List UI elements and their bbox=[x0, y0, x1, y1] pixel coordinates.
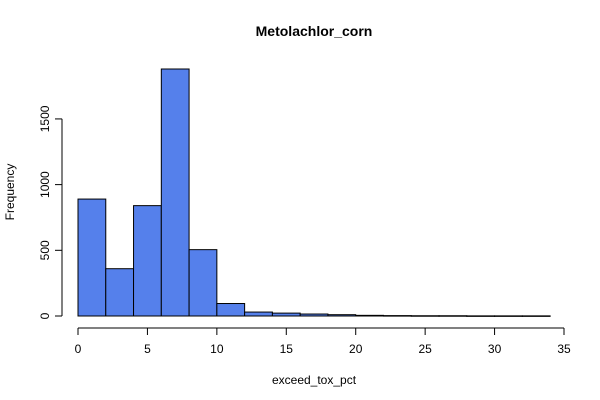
histogram-bar bbox=[382, 315, 412, 317]
histogram-bar bbox=[271, 312, 301, 317]
y-axis: 0 500 1000 1500 bbox=[38, 105, 63, 319]
bars-group bbox=[77, 68, 551, 317]
y-axis-label: Frequency bbox=[3, 164, 17, 221]
chart-title: Metolachlor_corn bbox=[256, 23, 373, 39]
histogram-bar bbox=[355, 314, 384, 317]
histogram-bar bbox=[216, 303, 246, 317]
histogram-bar bbox=[521, 315, 551, 317]
histogram-bar bbox=[438, 315, 468, 317]
x-tick-label: 30 bbox=[488, 342, 502, 356]
x-tick-label: 25 bbox=[418, 342, 432, 356]
histogram-bar bbox=[299, 313, 329, 317]
histogram-bar bbox=[188, 249, 218, 317]
x-tick-label: 20 bbox=[349, 342, 363, 356]
histogram-bar bbox=[105, 268, 135, 317]
x-tick-label: 10 bbox=[210, 342, 224, 356]
x-tick-label: 35 bbox=[557, 342, 571, 356]
x-tick-label: 0 bbox=[75, 342, 82, 356]
histogram-bar bbox=[133, 205, 162, 317]
y-tick-label: 500 bbox=[38, 240, 52, 260]
x-axis: 0 5 10 15 20 25 30 35 bbox=[75, 327, 571, 356]
y-tick-label: 1500 bbox=[38, 105, 52, 132]
y-tick-label: 0 bbox=[38, 312, 52, 319]
histogram-bar bbox=[466, 315, 496, 317]
x-axis-label: exceed_tox_pct bbox=[272, 373, 357, 387]
histogram-bar bbox=[327, 314, 357, 317]
histogram-bar bbox=[77, 198, 107, 317]
histogram-bar bbox=[160, 68, 190, 317]
histogram-bar bbox=[410, 315, 440, 317]
y-tick-label: 1000 bbox=[38, 171, 52, 198]
histogram-bar bbox=[244, 311, 273, 317]
histogram-bar bbox=[494, 315, 523, 317]
x-tick-label: 5 bbox=[144, 342, 151, 356]
x-tick-label: 15 bbox=[280, 342, 294, 356]
